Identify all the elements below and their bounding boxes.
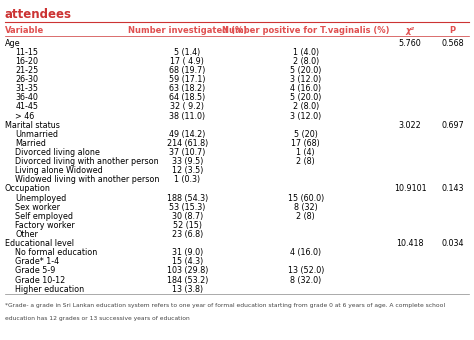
Text: Divorced living with another person: Divorced living with another person: [15, 157, 159, 166]
Text: 10.418: 10.418: [396, 239, 424, 248]
Text: 31-35: 31-35: [15, 84, 38, 93]
Text: 2 (8.0): 2 (8.0): [292, 102, 319, 112]
Text: 0.568: 0.568: [441, 39, 464, 48]
Text: Educational level: Educational level: [5, 239, 74, 248]
Text: Number positive for T.vaginalis (%): Number positive for T.vaginalis (%): [222, 26, 390, 35]
Text: 68 (19.7): 68 (19.7): [169, 66, 205, 75]
Text: Married: Married: [15, 139, 46, 148]
Text: 8 (32): 8 (32): [294, 203, 318, 212]
Text: 31 (9.0): 31 (9.0): [172, 248, 203, 257]
Text: 49 (14.2): 49 (14.2): [169, 130, 205, 139]
Text: Unmarried: Unmarried: [15, 130, 58, 139]
Text: 4 (16.0): 4 (16.0): [290, 84, 321, 93]
Text: Widowed living with another person: Widowed living with another person: [15, 175, 160, 184]
Text: Sex worker: Sex worker: [15, 203, 60, 212]
Text: > 46: > 46: [15, 112, 35, 121]
Text: Grade 5-9: Grade 5-9: [15, 267, 55, 275]
Text: 17 (68): 17 (68): [292, 139, 320, 148]
Text: 15 (60.0): 15 (60.0): [288, 193, 324, 203]
Text: 38 (11.0): 38 (11.0): [169, 112, 205, 121]
Text: 1 (4): 1 (4): [296, 148, 315, 157]
Text: Divorced living alone: Divorced living alone: [15, 148, 100, 157]
Text: 8 (32.0): 8 (32.0): [290, 276, 321, 285]
Text: Self employed: Self employed: [15, 212, 73, 221]
Text: 5.760: 5.760: [399, 39, 421, 48]
Text: 59 (17.1): 59 (17.1): [169, 75, 206, 84]
Text: 10.9101: 10.9101: [394, 185, 426, 193]
Text: 5 (20.0): 5 (20.0): [290, 94, 321, 102]
Text: 0.143: 0.143: [441, 185, 464, 193]
Text: Variable: Variable: [5, 26, 44, 35]
Text: 52 (15): 52 (15): [173, 221, 202, 230]
Text: 3.022: 3.022: [399, 121, 421, 130]
Text: 1 (0.3): 1 (0.3): [174, 175, 201, 184]
Text: 3 (12.0): 3 (12.0): [290, 112, 321, 121]
Text: Number investigated (%): Number investigated (%): [128, 26, 247, 35]
Text: 0.697: 0.697: [441, 121, 464, 130]
Text: 37 (10.7): 37 (10.7): [169, 148, 205, 157]
Text: 0.034: 0.034: [441, 239, 464, 248]
Text: *Grade- a grade in Sri Lankan education system refers to one year of formal educ: *Grade- a grade in Sri Lankan education …: [5, 303, 445, 308]
Text: 41-45: 41-45: [15, 102, 38, 112]
Text: No formal education: No formal education: [15, 248, 98, 257]
Text: 21-25: 21-25: [15, 66, 38, 75]
Text: 30 (8.7): 30 (8.7): [172, 212, 203, 221]
Text: 32 ( 9.2): 32 ( 9.2): [170, 102, 204, 112]
Text: 188 (54.3): 188 (54.3): [166, 193, 208, 203]
Text: attendees: attendees: [5, 8, 72, 21]
Text: 15 (4.3): 15 (4.3): [172, 257, 203, 266]
Text: Higher education: Higher education: [15, 285, 84, 294]
Text: 17 ( 4.9): 17 ( 4.9): [170, 57, 204, 66]
Text: 23 (6.8): 23 (6.8): [172, 230, 203, 239]
Text: 3 (12.0): 3 (12.0): [290, 75, 321, 84]
Text: 36-40: 36-40: [15, 94, 38, 102]
Text: 13 (52.0): 13 (52.0): [288, 267, 324, 275]
Text: 184 (53.2): 184 (53.2): [166, 276, 208, 285]
Text: 33 (9.5): 33 (9.5): [172, 157, 203, 166]
Text: 26-30: 26-30: [15, 75, 38, 84]
Text: 11-15: 11-15: [15, 48, 38, 57]
Text: 16-20: 16-20: [15, 57, 38, 66]
Text: χ²: χ²: [406, 26, 414, 35]
Text: Unemployed: Unemployed: [15, 193, 66, 203]
Text: Marital status: Marital status: [5, 121, 60, 130]
Text: 12 (3.5): 12 (3.5): [172, 166, 203, 175]
Text: 2 (8): 2 (8): [296, 157, 315, 166]
Text: 1 (4.0): 1 (4.0): [292, 48, 319, 57]
Text: Other: Other: [15, 230, 38, 239]
Text: Occupation: Occupation: [5, 185, 51, 193]
Text: 103 (29.8): 103 (29.8): [166, 267, 208, 275]
Text: 5 (20.0): 5 (20.0): [290, 66, 321, 75]
Text: Living alone Widowed: Living alone Widowed: [15, 166, 103, 175]
Text: Factory worker: Factory worker: [15, 221, 75, 230]
Text: 214 (61.8): 214 (61.8): [166, 139, 208, 148]
Text: education has 12 grades or 13 successive years of education: education has 12 grades or 13 successive…: [5, 316, 190, 321]
Text: 53 (15.3): 53 (15.3): [169, 203, 205, 212]
Text: 63 (18.2): 63 (18.2): [169, 84, 205, 93]
Text: 13 (3.8): 13 (3.8): [172, 285, 203, 294]
Text: 2 (8): 2 (8): [296, 212, 315, 221]
Text: P: P: [450, 26, 456, 35]
Text: Age: Age: [5, 39, 20, 48]
Text: 4 (16.0): 4 (16.0): [290, 248, 321, 257]
Text: 5 (20): 5 (20): [294, 130, 318, 139]
Text: 2 (8.0): 2 (8.0): [292, 57, 319, 66]
Text: 5 (1.4): 5 (1.4): [174, 48, 201, 57]
Text: 64 (18.5): 64 (18.5): [169, 94, 205, 102]
Text: Grade 10-12: Grade 10-12: [15, 276, 65, 285]
Text: Grade* 1-4: Grade* 1-4: [15, 257, 59, 266]
